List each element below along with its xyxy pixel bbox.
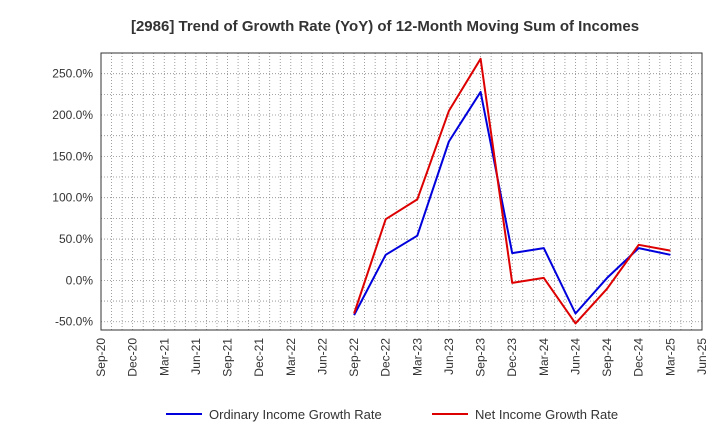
plot-frame [100,52,703,331]
y-tick-label: 150.0% [52,149,93,163]
series-line [353,57,671,325]
x-tick-label: Jun-22 [315,338,329,375]
y-axis-ticks: 250.0% 200.0% 150.0% 100.0% 50.0% 0.0% -50.0% [52,67,93,329]
x-tick-label: Jun-23 [442,338,456,375]
x-tick-label: Mar-23 [410,338,424,376]
x-tick-label: Dec-24 [632,338,646,377]
y-tick-label: 200.0% [52,108,93,122]
y-tick-label: -50.0% [55,315,93,329]
x-tick-label: Dec-20 [126,338,140,377]
x-tick-label: Mar-22 [284,338,298,376]
x-tick-label: Jun-25 [695,338,709,375]
legend-label: Net Income Growth Rate [475,407,618,422]
x-tick-label: Jun-24 [568,338,582,375]
x-tick-label: Jun-21 [189,338,203,375]
x-tick-label: Sep-24 [600,338,614,377]
legend-label: Ordinary Income Growth Rate [209,407,382,422]
series-line [353,90,671,316]
x-tick-label: Sep-23 [474,338,488,377]
y-tick-label: 0.0% [66,273,94,287]
y-tick-label: 100.0% [52,191,93,205]
x-axis-ticks: Sep-20 Dec-20 Mar-21 Jun-21 Sep-21 Dec-21 Mar-… [94,338,709,377]
chart-title: [2986] Trend of Growth Rate (YoY) of 12-… [131,18,639,35]
x-tick-label: Dec-22 [379,338,393,377]
grid [100,53,703,330]
x-tick-label: Mar-24 [537,338,551,376]
series-lines [353,57,671,325]
x-tick-label: Sep-21 [221,338,235,377]
y-tick-label: 250.0% [52,67,93,81]
x-tick-label: Dec-21 [252,338,266,377]
x-tick-label: Mar-21 [157,338,171,376]
y-tick-label: 50.0% [59,232,93,246]
x-tick-label: Dec-23 [505,338,519,377]
x-tick-label: Sep-20 [94,338,108,377]
x-tick-label: Sep-22 [347,338,361,377]
x-tick-label: Mar-25 [663,338,677,376]
legend: Ordinary Income Growth Rate Net Income Gr… [166,407,618,422]
